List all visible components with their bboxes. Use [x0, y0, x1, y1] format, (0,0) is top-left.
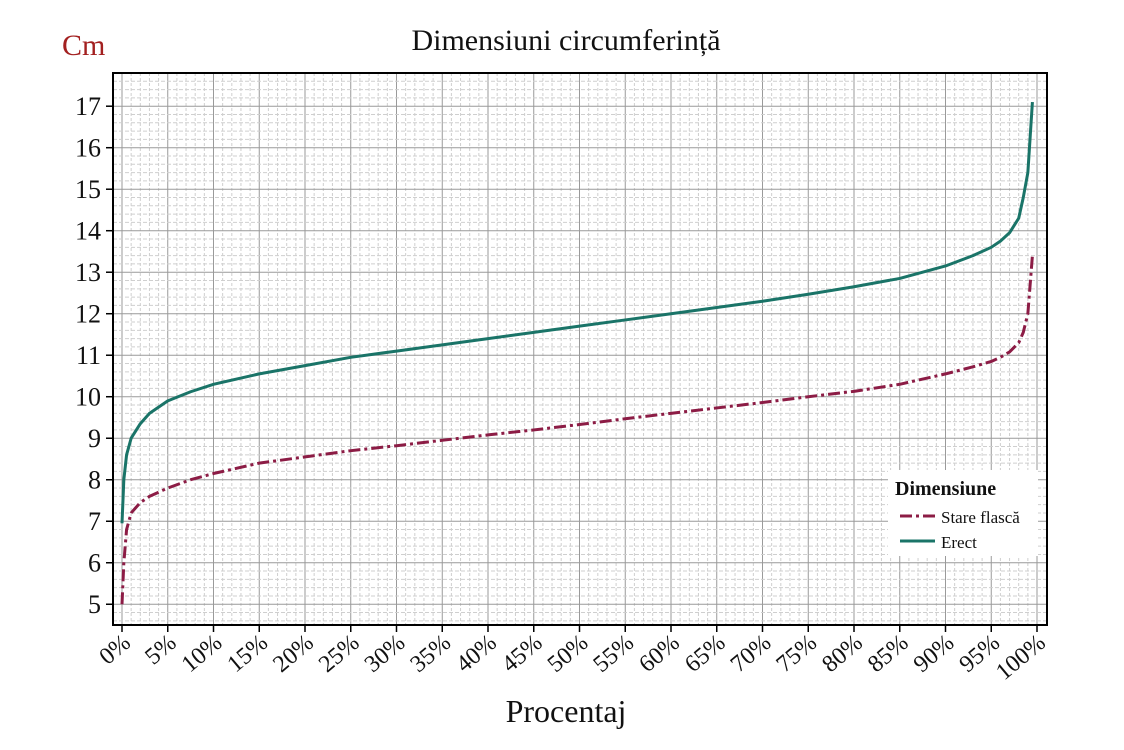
chart-title: Dimensiuni circumferință	[411, 24, 720, 57]
x-tick-label: 55%	[589, 630, 639, 678]
x-tick-label: 20%	[268, 630, 318, 678]
x-tick-label: 25%	[314, 630, 364, 678]
y-tick-label: 8	[88, 466, 101, 495]
x-tick-label: 10%	[177, 630, 227, 678]
x-tick-label: 100%	[991, 630, 1051, 686]
x-tick-label: 0%	[95, 630, 136, 670]
y-axis-label: Cm	[62, 29, 105, 62]
series-layer	[120, 101, 1034, 605]
y-tick-label: 10	[75, 383, 101, 412]
x-tick-label: 35%	[406, 630, 456, 678]
x-tick-label: 70%	[726, 630, 776, 678]
legend-title: Dimensiune	[895, 478, 996, 500]
legend: Dimensiune Stare flască Erect	[888, 470, 1038, 556]
x-tick-label: 75%	[772, 630, 822, 678]
x-tick-label: 5%	[140, 630, 181, 670]
x-tick-label: 15%	[223, 630, 273, 678]
x-tick-label: 45%	[497, 630, 547, 678]
y-tick-label: 9	[88, 424, 101, 453]
y-axis-ticks: 5 6 7 8 9 10 11 12 13 14 15 16 17	[75, 92, 113, 619]
grid	[113, 72, 1047, 625]
x-tick-label: 50%	[543, 630, 593, 678]
x-tick-label: 85%	[863, 630, 913, 678]
y-tick-label: 7	[88, 507, 101, 536]
y-tick-label: 12	[75, 300, 101, 329]
x-tick-label: 80%	[817, 630, 867, 678]
x-tick-label: 30%	[360, 630, 410, 678]
y-tick-label: 5	[88, 590, 101, 619]
x-axis-label: Procentaj	[506, 693, 627, 729]
legend-label-stare-flasca: Stare flască	[941, 508, 1020, 527]
y-tick-label: 13	[75, 258, 101, 287]
y-tick-label: 16	[75, 134, 101, 163]
series-line-stare-flasca	[120, 255, 1034, 605]
x-axis-ticks: 0% 5%10%15%20%25%30%35%40%45%50%55%60%65%…	[95, 625, 1051, 686]
series-line-erect	[120, 101, 1034, 524]
y-tick-label: 17	[75, 92, 101, 121]
x-tick-label: 40%	[451, 630, 501, 678]
x-tick-label: 90%	[909, 630, 959, 678]
legend-label-erect: Erect	[941, 533, 977, 552]
x-tick-label: 60%	[634, 630, 684, 678]
y-tick-label: 15	[75, 175, 101, 204]
y-tick-label: 11	[76, 341, 101, 370]
y-tick-label: 14	[75, 217, 101, 246]
y-tick-label: 6	[88, 549, 101, 578]
x-tick-label: 65%	[680, 630, 730, 678]
